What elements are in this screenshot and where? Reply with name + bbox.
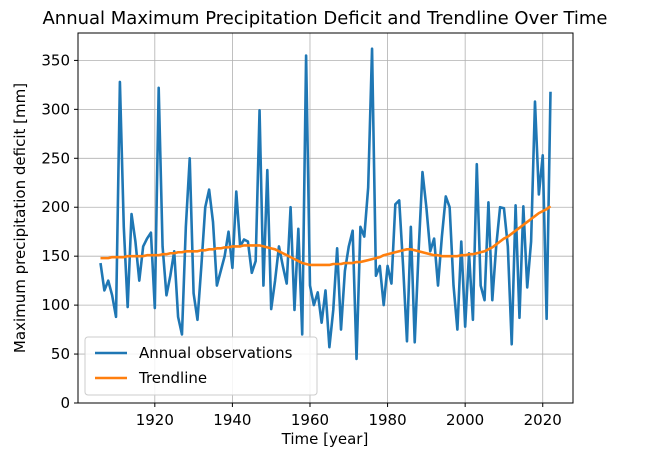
y-tick-label: 200 <box>41 198 70 216</box>
legend-label: Annual observations <box>139 344 293 362</box>
y-tick-label: 100 <box>41 296 70 314</box>
y-tick-label: 300 <box>41 100 70 118</box>
y-tick-label: 50 <box>51 345 70 363</box>
x-tick-label: 2020 <box>524 411 562 429</box>
x-tick-label: 1960 <box>291 411 329 429</box>
y-tick-label: 150 <box>41 247 70 265</box>
y-tick-label: 0 <box>60 394 70 412</box>
data-line <box>100 205 552 267</box>
x-axis-label: Time [year] <box>281 430 369 448</box>
x-tick-label: 1920 <box>136 411 174 429</box>
x-tick-label: 1980 <box>368 411 406 429</box>
plot-frame <box>77 32 574 404</box>
y-axis-label: Maximum precipitation deficit [mm] <box>11 83 29 353</box>
x-tick-label: 2000 <box>446 411 484 429</box>
data-line <box>99 47 552 361</box>
legend-box <box>84 336 318 396</box>
y-tick-label: 350 <box>41 51 70 69</box>
x-tick-label: 1940 <box>213 411 251 429</box>
chart-title: Annual Maximum Precipitation Deficit and… <box>42 8 607 29</box>
legend-label: Trendline <box>138 369 207 387</box>
y-tick-label: 250 <box>41 149 70 167</box>
